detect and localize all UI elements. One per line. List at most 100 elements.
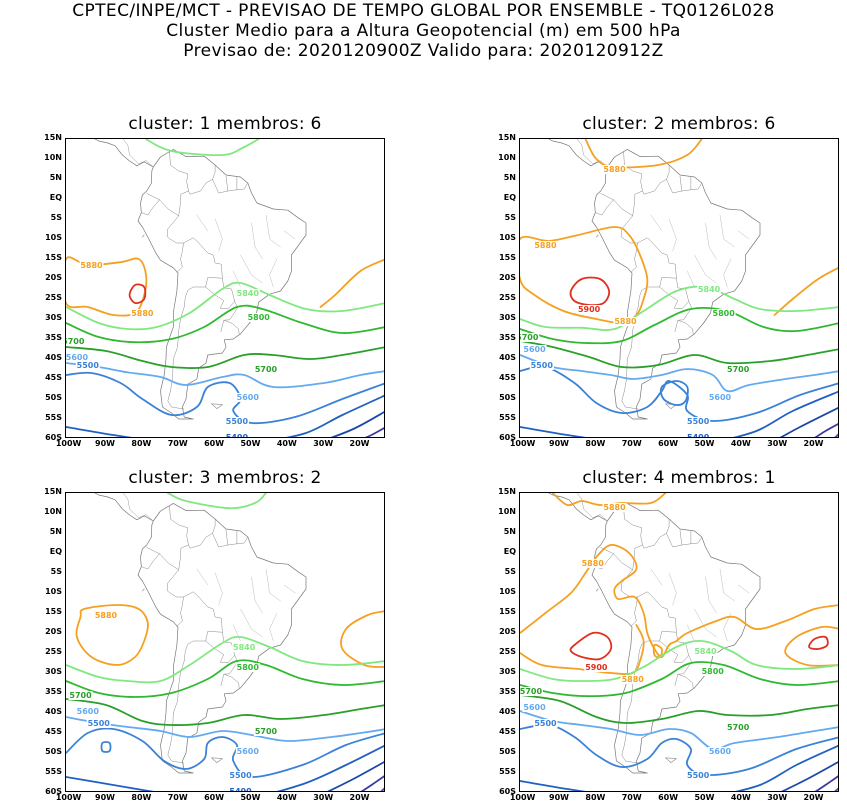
lat-tick-label: 30S <box>499 667 516 676</box>
contour-5100 <box>375 437 385 438</box>
contour-label-5880: 5880 <box>614 317 637 326</box>
contour-5880 <box>784 625 838 667</box>
lat-tick-label: EQ <box>49 193 62 202</box>
contour-5840 <box>166 493 267 510</box>
contour-label-5800: 5800 <box>702 667 725 676</box>
lon-tick-label: 100W <box>55 793 82 802</box>
contour-label-5700: 5700 <box>727 365 750 374</box>
lat-tick-label: 10S <box>499 233 516 242</box>
geopotential-contours <box>520 139 838 437</box>
lat-tick-label: 25S <box>45 293 62 302</box>
contour-label-5500: 5500 <box>229 771 252 780</box>
country-borders <box>141 151 296 410</box>
lat-tick-label: 40S <box>45 353 62 362</box>
panel-1-title: cluster: 1 membros: 6 <box>128 114 322 134</box>
contour-label-5840: 5840 <box>698 285 721 294</box>
subtitle: Cluster Medio para a Altura Geopotencial… <box>166 21 681 41</box>
lat-tick-label: 55S <box>499 413 516 422</box>
contour-5800 <box>66 659 384 698</box>
contour-label-5700: 5700 <box>520 333 539 342</box>
contour-label-5700: 5700 <box>255 727 278 736</box>
lat-tick-label: 10S <box>45 233 62 242</box>
lon-tick-label: 20W <box>803 439 824 448</box>
contour-labels: 5880 5880 5900 5880 5840 5800 5700 5700 5600 5600… <box>520 503 751 780</box>
lat-tick-label: 45S <box>499 373 516 382</box>
lon-tick-label: 50W <box>240 439 261 448</box>
contour-labels: 5880 5840 5800 5700 5700 5600 5600 5500 5500 5400 <box>68 611 278 791</box>
contour-5100 <box>380 787 384 791</box>
contour-5700 <box>520 340 838 369</box>
contour-5400 <box>286 394 384 437</box>
lat-tick-label: 15N <box>44 487 62 496</box>
lon-tick-label: 60W <box>658 439 679 448</box>
contour-label-5840: 5840 <box>237 289 260 298</box>
contour-label-5700: 5700 <box>727 723 750 732</box>
contour-label-5880: 5880 <box>95 611 118 620</box>
contour-5800 <box>520 661 838 698</box>
lat-tick-label: 5S <box>504 213 516 222</box>
panel-2-title: cluster: 2 membros: 6 <box>582 114 776 134</box>
panel-4-title: cluster: 4 membros: 1 <box>582 468 776 488</box>
contour-label-5880: 5880 <box>582 559 605 568</box>
forecast-dates: Previsao de: 2020120900Z Valido para: 20… <box>183 41 664 61</box>
contour-label-5500: 5500 <box>687 771 710 780</box>
lat-tick-label: 15N <box>498 487 516 496</box>
contour-5800 <box>520 306 838 345</box>
lat-tick-label: 20S <box>499 273 516 282</box>
lat-tick-label: 35S <box>45 687 62 696</box>
contour-5200 <box>814 775 838 791</box>
contour-label-5600: 5600 <box>66 353 88 362</box>
contour-5880 <box>75 604 149 666</box>
panel-2-map: 5880 5880 5900 5880 5840 5800 5700 5700 5600 5600… <box>519 138 839 438</box>
lon-tick-label: 100W <box>55 439 82 448</box>
contour-label-5600: 5600 <box>77 707 100 716</box>
lat-tick-label: 10N <box>44 507 62 516</box>
contour-5200 <box>814 423 838 437</box>
contour-5400 <box>66 426 133 437</box>
lon-tick-label: 60W <box>658 793 679 802</box>
lat-tick-label: 10N <box>498 507 516 516</box>
lat-tick-label: EQ <box>49 547 62 556</box>
contour-5500 <box>66 371 384 425</box>
contour-label-5600: 5600 <box>709 747 732 756</box>
contour-5100 <box>834 433 838 437</box>
lon-tick-label: 20W <box>349 793 370 802</box>
contour-label-5700: 5700 <box>69 691 92 700</box>
contour-5600 <box>520 710 838 751</box>
lat-tick-label: 45S <box>45 727 62 736</box>
lon-tick-label: 80W <box>585 793 606 802</box>
contour-5880 <box>584 139 703 169</box>
lat-tick-label: 15N <box>44 133 62 142</box>
lat-tick-label: 40S <box>45 707 62 716</box>
contour-5600 <box>66 362 384 389</box>
lon-tick-label: 20W <box>803 793 824 802</box>
contour-5880 <box>551 493 667 507</box>
contour-5700 <box>66 698 384 726</box>
contour-5500 <box>100 741 112 753</box>
panel-4-map: 5880 5880 5900 5880 5840 5800 5700 5700 5600 5600… <box>519 492 839 792</box>
lon-tick-label: 30W <box>767 793 788 802</box>
contour-5800 <box>66 304 384 344</box>
lon-tick-label: 90W <box>95 793 115 802</box>
lon-tick-label: 40W <box>730 439 751 448</box>
lon-tick-label: 60W <box>204 439 225 448</box>
contour-5300 <box>779 406 838 437</box>
contour-5400 <box>520 426 587 437</box>
lat-tick-label: 5N <box>503 173 516 182</box>
contour-5840 <box>66 281 384 331</box>
contour-5880 <box>773 267 838 316</box>
panel-3-map: 5880 5840 5800 5700 5700 5600 5600 5500 5500 5400 <box>65 492 385 792</box>
lon-tick-label: 80W <box>585 439 606 448</box>
lat-tick-label: EQ <box>503 547 516 556</box>
lat-tick-label: 30S <box>45 313 62 322</box>
lat-tick-label: 5S <box>50 213 62 222</box>
islands <box>596 588 677 763</box>
lon-tick-label: 30W <box>313 439 334 448</box>
lon-tick-label: 90W <box>549 439 569 448</box>
contour-label-5700: 5700 <box>66 337 85 346</box>
lat-tick-label: 55S <box>45 413 62 422</box>
contour-label-5600: 5600 <box>237 393 260 402</box>
contour-labels: 5880 5880 5900 5880 5840 5800 5700 5700 5600 5600… <box>520 165 751 437</box>
lat-tick-label: 60S <box>45 433 62 442</box>
lat-tick-label: 15S <box>45 253 62 262</box>
